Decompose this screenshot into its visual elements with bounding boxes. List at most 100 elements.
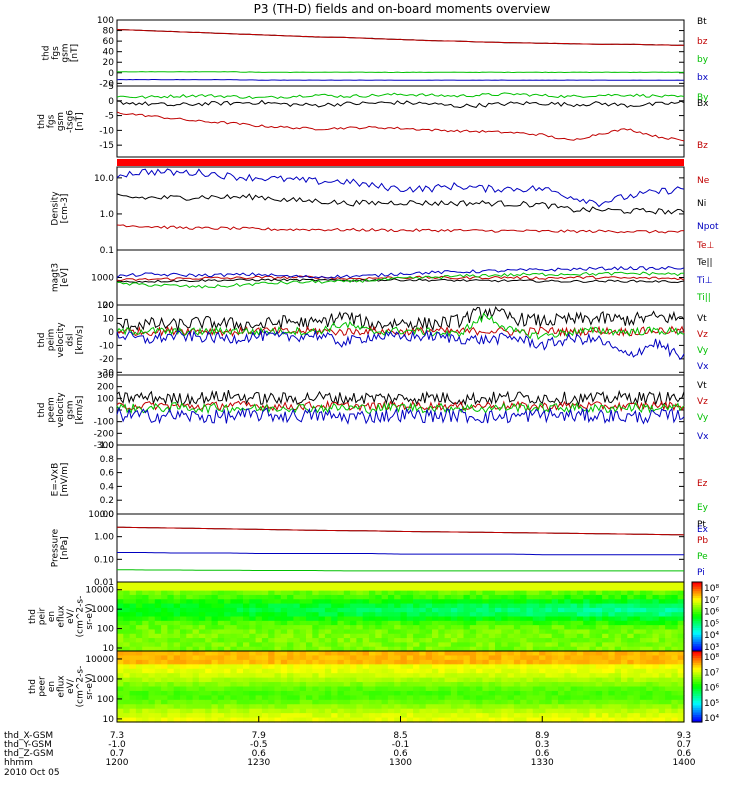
spectrogram-cell — [236, 642, 244, 648]
spectrogram-cell — [602, 612, 609, 618]
spectrogram-cell — [135, 629, 143, 635]
spectrogram-cell — [299, 668, 307, 674]
spectrogram-cell — [148, 616, 156, 622]
spectrogram-cell — [135, 682, 143, 688]
spectrogram-cell — [495, 638, 502, 643]
spectrogram-cell — [274, 646, 282, 652]
spectrogram-cell — [261, 682, 269, 688]
spectrogram-cell — [627, 690, 635, 696]
spectrogram-cell — [192, 704, 200, 710]
spectrogram-cell — [444, 682, 452, 688]
spectrogram-cell — [532, 582, 540, 587]
spectrogram-cell — [488, 603, 496, 609]
spectrogram-cell — [217, 708, 225, 714]
spectrogram-cell — [406, 659, 414, 665]
spectrogram-cell — [413, 699, 420, 705]
spectrogram-cell — [217, 620, 225, 626]
spectrogram-cell — [406, 638, 414, 643]
spectrogram-cell — [154, 708, 162, 714]
spectrogram-cell — [476, 629, 483, 635]
spectrogram-cell — [142, 704, 150, 710]
spectrogram-cell — [224, 616, 231, 622]
spectrogram-cell — [558, 699, 565, 705]
spectrogram-cell — [261, 713, 269, 719]
spectrogram-cell — [343, 646, 351, 652]
spectrogram-cell — [387, 704, 395, 710]
spectrogram-cell — [576, 651, 584, 657]
spectrogram-cell — [400, 603, 408, 609]
spectrogram-cell — [633, 612, 641, 618]
spectrogram-cell — [343, 625, 351, 631]
spectrogram-cell — [539, 682, 546, 688]
spectrogram-cell — [639, 642, 647, 648]
spectrogram-cell — [135, 708, 143, 714]
y-axis-label: [km/s] — [75, 326, 85, 355]
spectrogram-cell — [324, 695, 332, 701]
spectrogram-cell — [375, 603, 383, 609]
spectrogram-cell — [331, 704, 339, 710]
spectrogram-cell — [224, 594, 231, 600]
spectrogram-cell — [142, 659, 150, 665]
spectrogram-cell — [198, 655, 206, 661]
spectrogram-cell — [274, 690, 282, 696]
spectrogram-cell — [482, 633, 490, 639]
panel-frame — [116, 85, 685, 158]
spectrogram-cell — [306, 603, 313, 609]
spectrogram-cell — [671, 642, 679, 648]
spectrogram-cell — [507, 633, 515, 639]
spectrogram-cell — [154, 651, 162, 657]
spectrogram-cell — [526, 590, 534, 596]
spectrogram-cell — [482, 651, 490, 657]
colorbar-cell — [692, 667, 702, 671]
spectrogram-cell — [513, 620, 521, 626]
spectrogram-cell — [180, 599, 187, 605]
spectrogram-cell — [362, 704, 370, 710]
spectrogram-cell — [356, 629, 364, 635]
spectrogram-cell — [595, 655, 603, 661]
spectrogram-cell — [394, 673, 402, 679]
spectrogram-cell — [331, 699, 339, 705]
spectrogram-cell — [167, 642, 175, 648]
spectrogram-cell — [539, 677, 546, 683]
orbit-row-value: 1200 — [106, 758, 129, 768]
spectrogram-cell — [324, 668, 332, 674]
spectrogram-cell — [350, 708, 357, 714]
spectrogram-cell — [369, 590, 376, 596]
spectrogram-cell — [406, 651, 414, 657]
spectrogram-cell — [261, 586, 269, 592]
y-axis-label: [mV/m] — [60, 463, 70, 497]
spectrogram-cell — [595, 646, 603, 652]
spectrogram-cell — [198, 603, 206, 609]
spectrogram-cell — [608, 673, 616, 679]
spectrogram-cell — [356, 625, 364, 631]
spectrogram-cell — [608, 633, 616, 639]
spectrogram-cell — [463, 659, 471, 665]
spectrogram-cell — [299, 686, 307, 692]
spectrogram-cell — [501, 664, 509, 670]
spectrogram-cell — [362, 682, 370, 688]
spectrogram-cell — [646, 690, 654, 696]
spectrogram-cell — [583, 713, 591, 719]
spectrogram-cell — [608, 686, 616, 692]
spectrogram-cell — [595, 625, 603, 631]
y-axis-label: eflux — [57, 675, 67, 698]
spectrogram-cell — [570, 625, 578, 631]
spectrogram-cell — [482, 659, 490, 665]
spectrogram-cell — [173, 655, 181, 661]
spectrogram-cell — [369, 686, 376, 692]
spectrogram-cell — [331, 638, 339, 643]
spectrogram-cell — [154, 625, 162, 631]
spectrogram-cell — [602, 686, 609, 692]
spectrogram-cell — [186, 699, 194, 705]
spectrogram-cell — [135, 713, 143, 719]
spectrogram-cell — [583, 638, 591, 643]
spectrogram-cell — [482, 686, 490, 692]
spectrogram-cell — [331, 625, 339, 631]
spectrogram-cell — [639, 629, 647, 635]
spectrogram-cell — [608, 699, 616, 705]
spectrogram-cell — [539, 582, 546, 587]
spectrogram-cell — [677, 682, 685, 688]
spectrogram-cell — [148, 668, 156, 674]
spectrogram-cell — [230, 695, 238, 701]
